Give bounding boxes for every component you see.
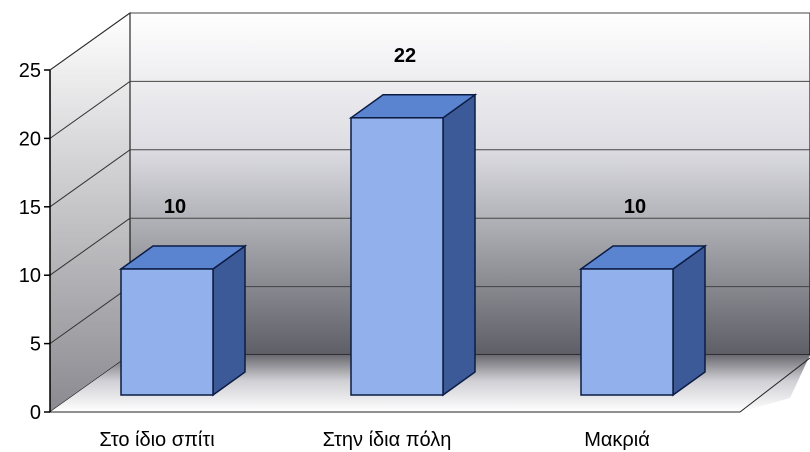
bar	[580, 268, 674, 396]
labels: 10 Στο ίδιο σπίτι 22 Στην ίδια πόλη 10 Μακριά	[99, 45, 649, 451]
y-tick-label: 0	[30, 402, 41, 424]
data-label: 10	[624, 196, 646, 218]
category-label: Στο ίδιο σπίτι	[99, 429, 214, 451]
data-label: 10	[164, 196, 186, 218]
data-label: 22	[394, 45, 416, 67]
bar-side	[442, 93, 476, 397]
gridline-side	[49, 217, 131, 276]
gridline-side	[49, 12, 131, 71]
y-tick-label: 10	[19, 265, 41, 287]
y-axis: 0 5 10 15 20 25	[19, 60, 51, 424]
bars	[118, 93, 708, 397]
category-label: Μακριά	[584, 429, 650, 451]
floor-edge	[50, 357, 810, 413]
bar	[350, 117, 444, 396]
category-label: Στην ίδια πόλη	[323, 429, 452, 451]
gridline-side	[49, 286, 131, 345]
side-wall	[49, 12, 131, 413]
y-tick-label: 15	[19, 197, 41, 219]
gridline-side	[49, 80, 131, 139]
bar	[120, 268, 214, 396]
bar-side	[672, 244, 706, 397]
bar-side	[212, 244, 246, 397]
y-tick-label: 20	[19, 128, 41, 150]
y-tick-label: 5	[30, 334, 41, 356]
gridline-side	[49, 149, 131, 208]
y-tick-label: 25	[19, 60, 41, 82]
